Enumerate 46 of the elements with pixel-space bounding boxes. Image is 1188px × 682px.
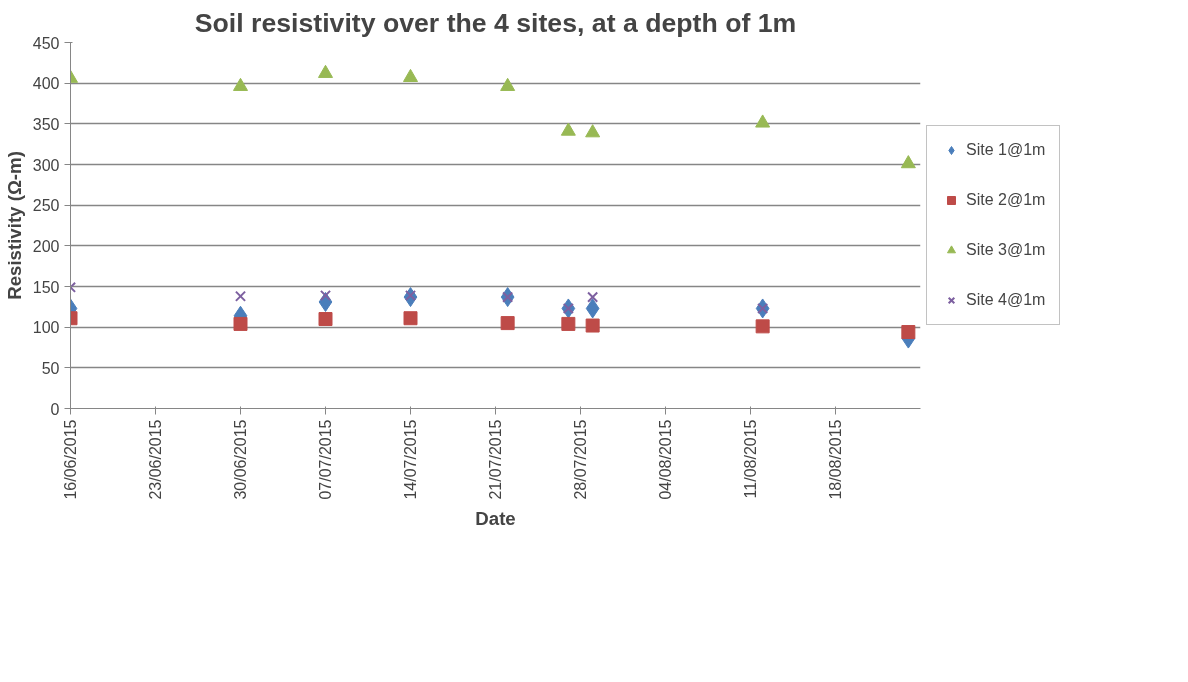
point — [755, 114, 771, 128]
legend-label: Site 4@1m — [966, 291, 1046, 309]
chart-title: Soil resistivity over the 4 sites, at a depth of 1m — [194, 7, 797, 38]
point — [585, 318, 600, 333]
point — [585, 124, 601, 138]
y-tick-label: 350 — [32, 115, 60, 133]
x-tick-label: 16/06/2015 — [62, 419, 79, 500]
y-tick-label: 50 — [41, 359, 60, 377]
point — [585, 298, 600, 319]
x-tick-label: 11/08/2015 — [742, 419, 759, 499]
point — [500, 77, 516, 91]
y-tick-label: 400 — [32, 75, 60, 93]
y-tick-label: 100 — [32, 319, 60, 337]
point — [234, 290, 247, 302]
y-axis-title: Resistivity (Ω-m) — [3, 151, 25, 300]
legend-label: Site 1@1m — [966, 141, 1046, 159]
legend-label: Site 3@1m — [966, 241, 1046, 259]
point — [587, 291, 599, 303]
y-tick-label: 450 — [32, 34, 60, 52]
x-tick-label: 07/07/2015 — [317, 419, 334, 500]
x-tick-label: 30/06/2015 — [232, 419, 249, 500]
point — [403, 311, 418, 326]
point — [318, 312, 333, 327]
x-tick-label: 23/06/2015 — [147, 419, 164, 500]
point — [500, 316, 515, 331]
y-tick-label: 150 — [32, 278, 60, 296]
point — [755, 319, 770, 334]
point — [403, 68, 418, 83]
x-tick-label: 04/08/2015 — [657, 419, 674, 500]
point — [560, 122, 576, 136]
y-tick-label: 300 — [32, 156, 60, 174]
x-tick-label: 28/07/2015 — [572, 419, 589, 500]
point — [900, 155, 916, 169]
point — [901, 325, 916, 340]
y-tick-label: 250 — [32, 197, 60, 215]
x-tick-label: 14/07/2015 — [402, 419, 419, 500]
x-tick-label: 21/07/2015 — [487, 419, 504, 500]
x-axis-title: Date — [475, 507, 516, 529]
y-tick-label: 0 — [50, 400, 60, 418]
legend-label: Site 2@1m — [966, 191, 1046, 209]
point — [233, 316, 248, 331]
point — [233, 77, 248, 91]
y-tick-label: 200 — [32, 237, 60, 255]
x-tick-label: 18/08/2015 — [827, 419, 844, 500]
point — [561, 316, 576, 331]
point — [318, 64, 333, 78]
